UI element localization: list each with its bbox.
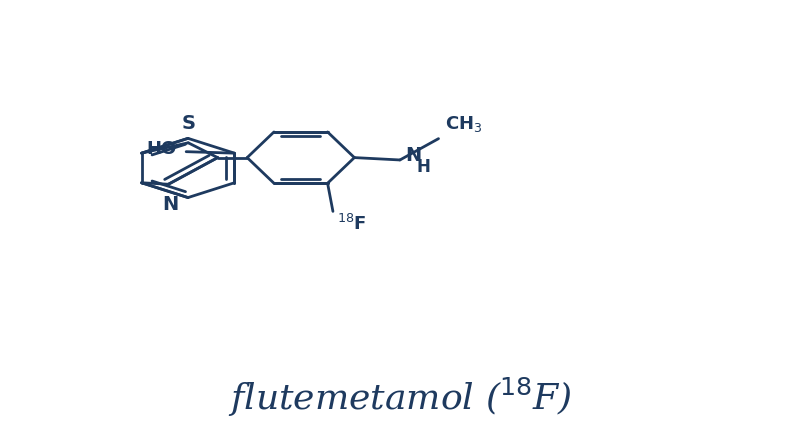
Text: H: H [417, 158, 430, 175]
Text: HO: HO [146, 141, 177, 159]
Text: CH$_3$: CH$_3$ [445, 114, 482, 134]
Text: flutemetamol ($^{18}$F): flutemetamol ($^{18}$F) [228, 376, 572, 419]
Text: S: S [182, 114, 195, 133]
Text: $^{18}$F: $^{18}$F [337, 213, 366, 234]
Text: N: N [406, 146, 422, 165]
Text: N: N [162, 195, 178, 214]
